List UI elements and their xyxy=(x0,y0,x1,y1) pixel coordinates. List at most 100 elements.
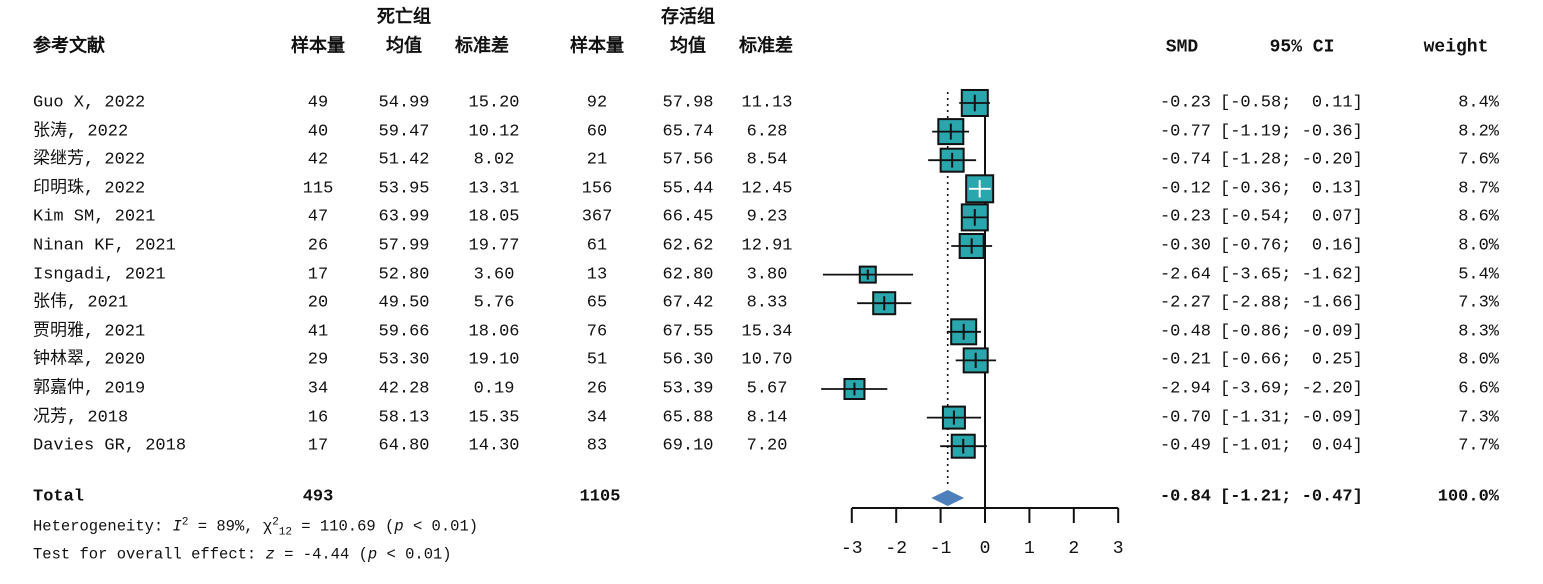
group1-header: 死亡组 xyxy=(377,8,431,29)
weight-value: 7.6% xyxy=(1458,150,1499,170)
smd-value: -0.23 xyxy=(1159,93,1211,113)
survival-group-mean: 57.56 xyxy=(662,150,714,170)
total-n1: 493 xyxy=(302,487,334,507)
death-group-mean: 59.66 xyxy=(378,322,430,342)
survival-group-mean: 53.39 xyxy=(662,379,714,399)
overall-effect-part: p xyxy=(367,545,378,564)
survival-group-sd: 12.91 xyxy=(741,236,793,256)
col-header-n2: 样本量 xyxy=(570,37,624,58)
smd-value: -0.23 xyxy=(1159,207,1211,227)
death-group-mean: 58.13 xyxy=(378,408,430,428)
study-name: Guo X, 2022 xyxy=(33,93,146,113)
heterogeneity-note: Heterogeneity: I2 = 89%, χ212 = 110.69 (… xyxy=(33,516,478,538)
ci-value: [-0.86; -0.09] xyxy=(1220,322,1363,342)
death-group-sd: 3.60 xyxy=(473,265,515,285)
death-group-sd: 0.19 xyxy=(473,379,515,399)
death-group-n: 49 xyxy=(307,93,329,113)
heterogeneity-part: χ xyxy=(262,517,273,536)
ci-value: [-3.69; -2.20] xyxy=(1220,379,1363,399)
death-group-mean: 52.80 xyxy=(378,265,430,285)
x-axis-tick-label: 2 xyxy=(1068,539,1079,559)
weight-value: 8.7% xyxy=(1458,179,1499,199)
study-name: 梁继芳, 2022 xyxy=(33,150,146,170)
death-group-n: 115 xyxy=(302,179,334,199)
survival-group-sd: 8.33 xyxy=(746,293,788,313)
smd-value: -0.70 xyxy=(1159,408,1211,428)
death-group-mean: 53.95 xyxy=(378,179,430,199)
heterogeneity-part: I xyxy=(172,517,182,536)
weight-value: 8.0% xyxy=(1458,350,1499,370)
heterogeneity-part: p xyxy=(394,517,404,536)
death-group-n: 26 xyxy=(307,236,329,256)
x-axis-tick-label: -2 xyxy=(885,539,907,559)
overall-effect-part: z xyxy=(265,545,275,564)
col-header-smd: SMD xyxy=(1165,37,1199,58)
ci-value: [-3.65; -1.62] xyxy=(1220,265,1363,285)
death-group-n: 17 xyxy=(307,436,329,456)
ci-value: [-0.76; 0.16] xyxy=(1220,236,1363,256)
death-group-n: 29 xyxy=(307,350,329,370)
col-header-mean1: 均值 xyxy=(386,37,422,58)
ci-value: [-0.36; 0.13] xyxy=(1220,179,1363,199)
death-group-n: 40 xyxy=(307,122,329,142)
study-name: 郭嘉仲, 2019 xyxy=(33,379,146,399)
col-header-mean2: 均值 xyxy=(670,37,706,58)
smd-value: -0.30 xyxy=(1159,236,1211,256)
col-header-n1: 样本量 xyxy=(291,37,345,58)
survival-group-mean: 65.88 xyxy=(662,408,714,428)
ci-value: [-2.88; -1.66] xyxy=(1220,293,1363,313)
survival-group-mean: 57.98 xyxy=(662,93,714,113)
study-name: 况芳, 2018 xyxy=(33,408,129,428)
survival-group-sd: 5.67 xyxy=(746,379,788,399)
survival-group-mean: 66.45 xyxy=(662,207,714,227)
total-weight: 100.0% xyxy=(1437,487,1499,507)
death-group-mean: 42.28 xyxy=(378,379,430,399)
survival-group-n: 21 xyxy=(586,150,608,170)
smd-value: -0.48 xyxy=(1159,322,1211,342)
ci-value: [-0.66; 0.25] xyxy=(1220,350,1363,370)
death-group-sd: 15.20 xyxy=(468,93,520,113)
survival-group-mean: 69.10 xyxy=(662,436,714,456)
ci-value: [-1.01; 0.04] xyxy=(1220,436,1363,456)
smd-value: -2.94 xyxy=(1159,379,1211,399)
ci-value: [-1.19; -0.36] xyxy=(1220,122,1363,142)
death-group-sd: 13.31 xyxy=(468,179,520,199)
death-group-mean: 59.47 xyxy=(378,122,430,142)
death-group-mean: 63.99 xyxy=(378,207,430,227)
overall-effect-part: Test for overall effect: xyxy=(33,545,266,564)
death-group-sd: 19.77 xyxy=(468,236,520,256)
study-name: 张涛, 2022 xyxy=(33,122,129,142)
death-group-sd: 18.06 xyxy=(468,322,520,342)
heterogeneity-part: 2 xyxy=(272,516,279,529)
smd-value: -0.49 xyxy=(1159,436,1211,456)
survival-group-n: 83 xyxy=(586,436,608,456)
total-diamond xyxy=(931,490,965,506)
survival-group-sd: 12.45 xyxy=(741,179,793,199)
total-label: Total xyxy=(33,487,85,507)
weight-value: 8.3% xyxy=(1458,322,1499,342)
study-name: 张伟, 2021 xyxy=(33,293,129,313)
death-group-n: 17 xyxy=(307,265,329,285)
survival-group-mean: 65.74 xyxy=(662,122,714,142)
survival-group-sd: 10.70 xyxy=(741,350,793,370)
death-group-mean: 64.80 xyxy=(378,436,430,456)
study-name: 钟林翠, 2020 xyxy=(33,350,146,370)
col-header-study: 参考文献 xyxy=(33,37,105,58)
x-axis-tick-label: -3 xyxy=(841,539,863,559)
group2-header: 存活组 xyxy=(661,8,715,29)
study-name: 印明珠, 2022 xyxy=(33,179,146,199)
survival-group-n: 26 xyxy=(586,379,608,399)
ci-value: [-0.58; 0.11] xyxy=(1220,93,1363,113)
death-group-mean: 57.99 xyxy=(378,236,430,256)
heterogeneity-part: = 89%, xyxy=(188,517,263,536)
death-group-mean: 51.42 xyxy=(378,150,430,170)
heterogeneity-part: = 110.69 ( xyxy=(292,517,395,536)
col-header-sd2: 标准差 xyxy=(739,37,793,58)
total-smd: -0.84 xyxy=(1159,487,1211,507)
death-group-sd: 10.12 xyxy=(468,122,520,142)
survival-group-sd: 7.20 xyxy=(746,436,788,456)
death-group-n: 34 xyxy=(307,379,329,399)
death-group-n: 20 xyxy=(307,293,329,313)
survival-group-n: 92 xyxy=(586,93,608,113)
